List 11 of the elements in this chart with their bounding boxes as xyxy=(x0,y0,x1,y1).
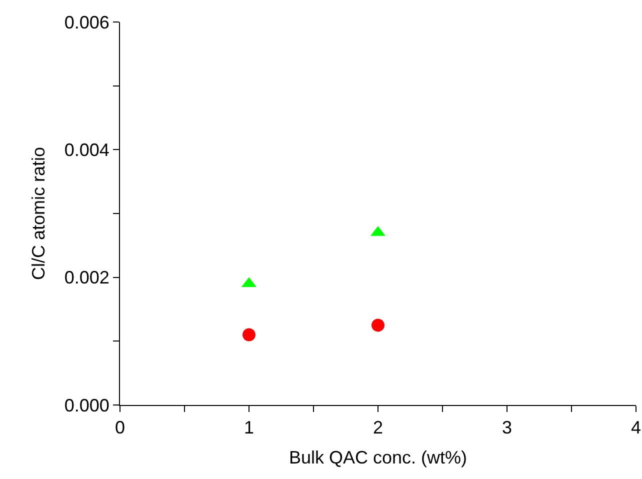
x-tick-label: 2 xyxy=(372,418,384,438)
y-tick-label: 0.002 xyxy=(64,268,110,288)
y-tick-label: 0.000 xyxy=(64,395,110,416)
x-tick-label: 1 xyxy=(244,418,254,438)
x-tick-label: 3 xyxy=(502,418,512,438)
y-axis-title: Cl/C atomic ratio xyxy=(28,146,49,280)
x-tick-label: 4 xyxy=(630,418,642,438)
x-axis-title: Bulk QAC conc. (wt%) xyxy=(288,448,468,468)
x-tick-label: 0 xyxy=(114,418,126,438)
y-tick-label: 0.004 xyxy=(64,140,110,160)
y-tick-label: 0.006 xyxy=(64,12,110,32)
